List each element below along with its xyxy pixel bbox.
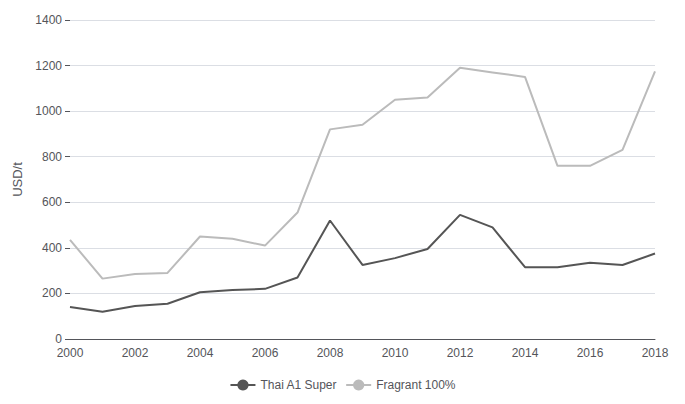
svg-text:1200: 1200: [35, 59, 62, 73]
svg-text:2018: 2018: [642, 346, 669, 360]
svg-text:1400: 1400: [35, 13, 62, 27]
svg-text:2006: 2006: [252, 346, 279, 360]
svg-text:Fragrant 100%: Fragrant 100%: [376, 378, 456, 392]
svg-text:400: 400: [42, 241, 62, 255]
svg-text:200: 200: [42, 286, 62, 300]
svg-text:2002: 2002: [122, 346, 149, 360]
svg-text:0: 0: [55, 332, 62, 346]
svg-text:2012: 2012: [447, 346, 474, 360]
svg-text:600: 600: [42, 195, 62, 209]
svg-text:2000: 2000: [57, 346, 84, 360]
svg-text:1000: 1000: [35, 104, 62, 118]
svg-text:2008: 2008: [317, 346, 344, 360]
svg-text:800: 800: [42, 150, 62, 164]
svg-text:2014: 2014: [512, 346, 539, 360]
svg-text:2004: 2004: [187, 346, 214, 360]
svg-text:USD/t: USD/t: [10, 162, 25, 197]
svg-text:Thai A1 Super: Thai A1 Super: [260, 378, 336, 392]
svg-text:2016: 2016: [577, 346, 604, 360]
svg-text:2010: 2010: [382, 346, 409, 360]
